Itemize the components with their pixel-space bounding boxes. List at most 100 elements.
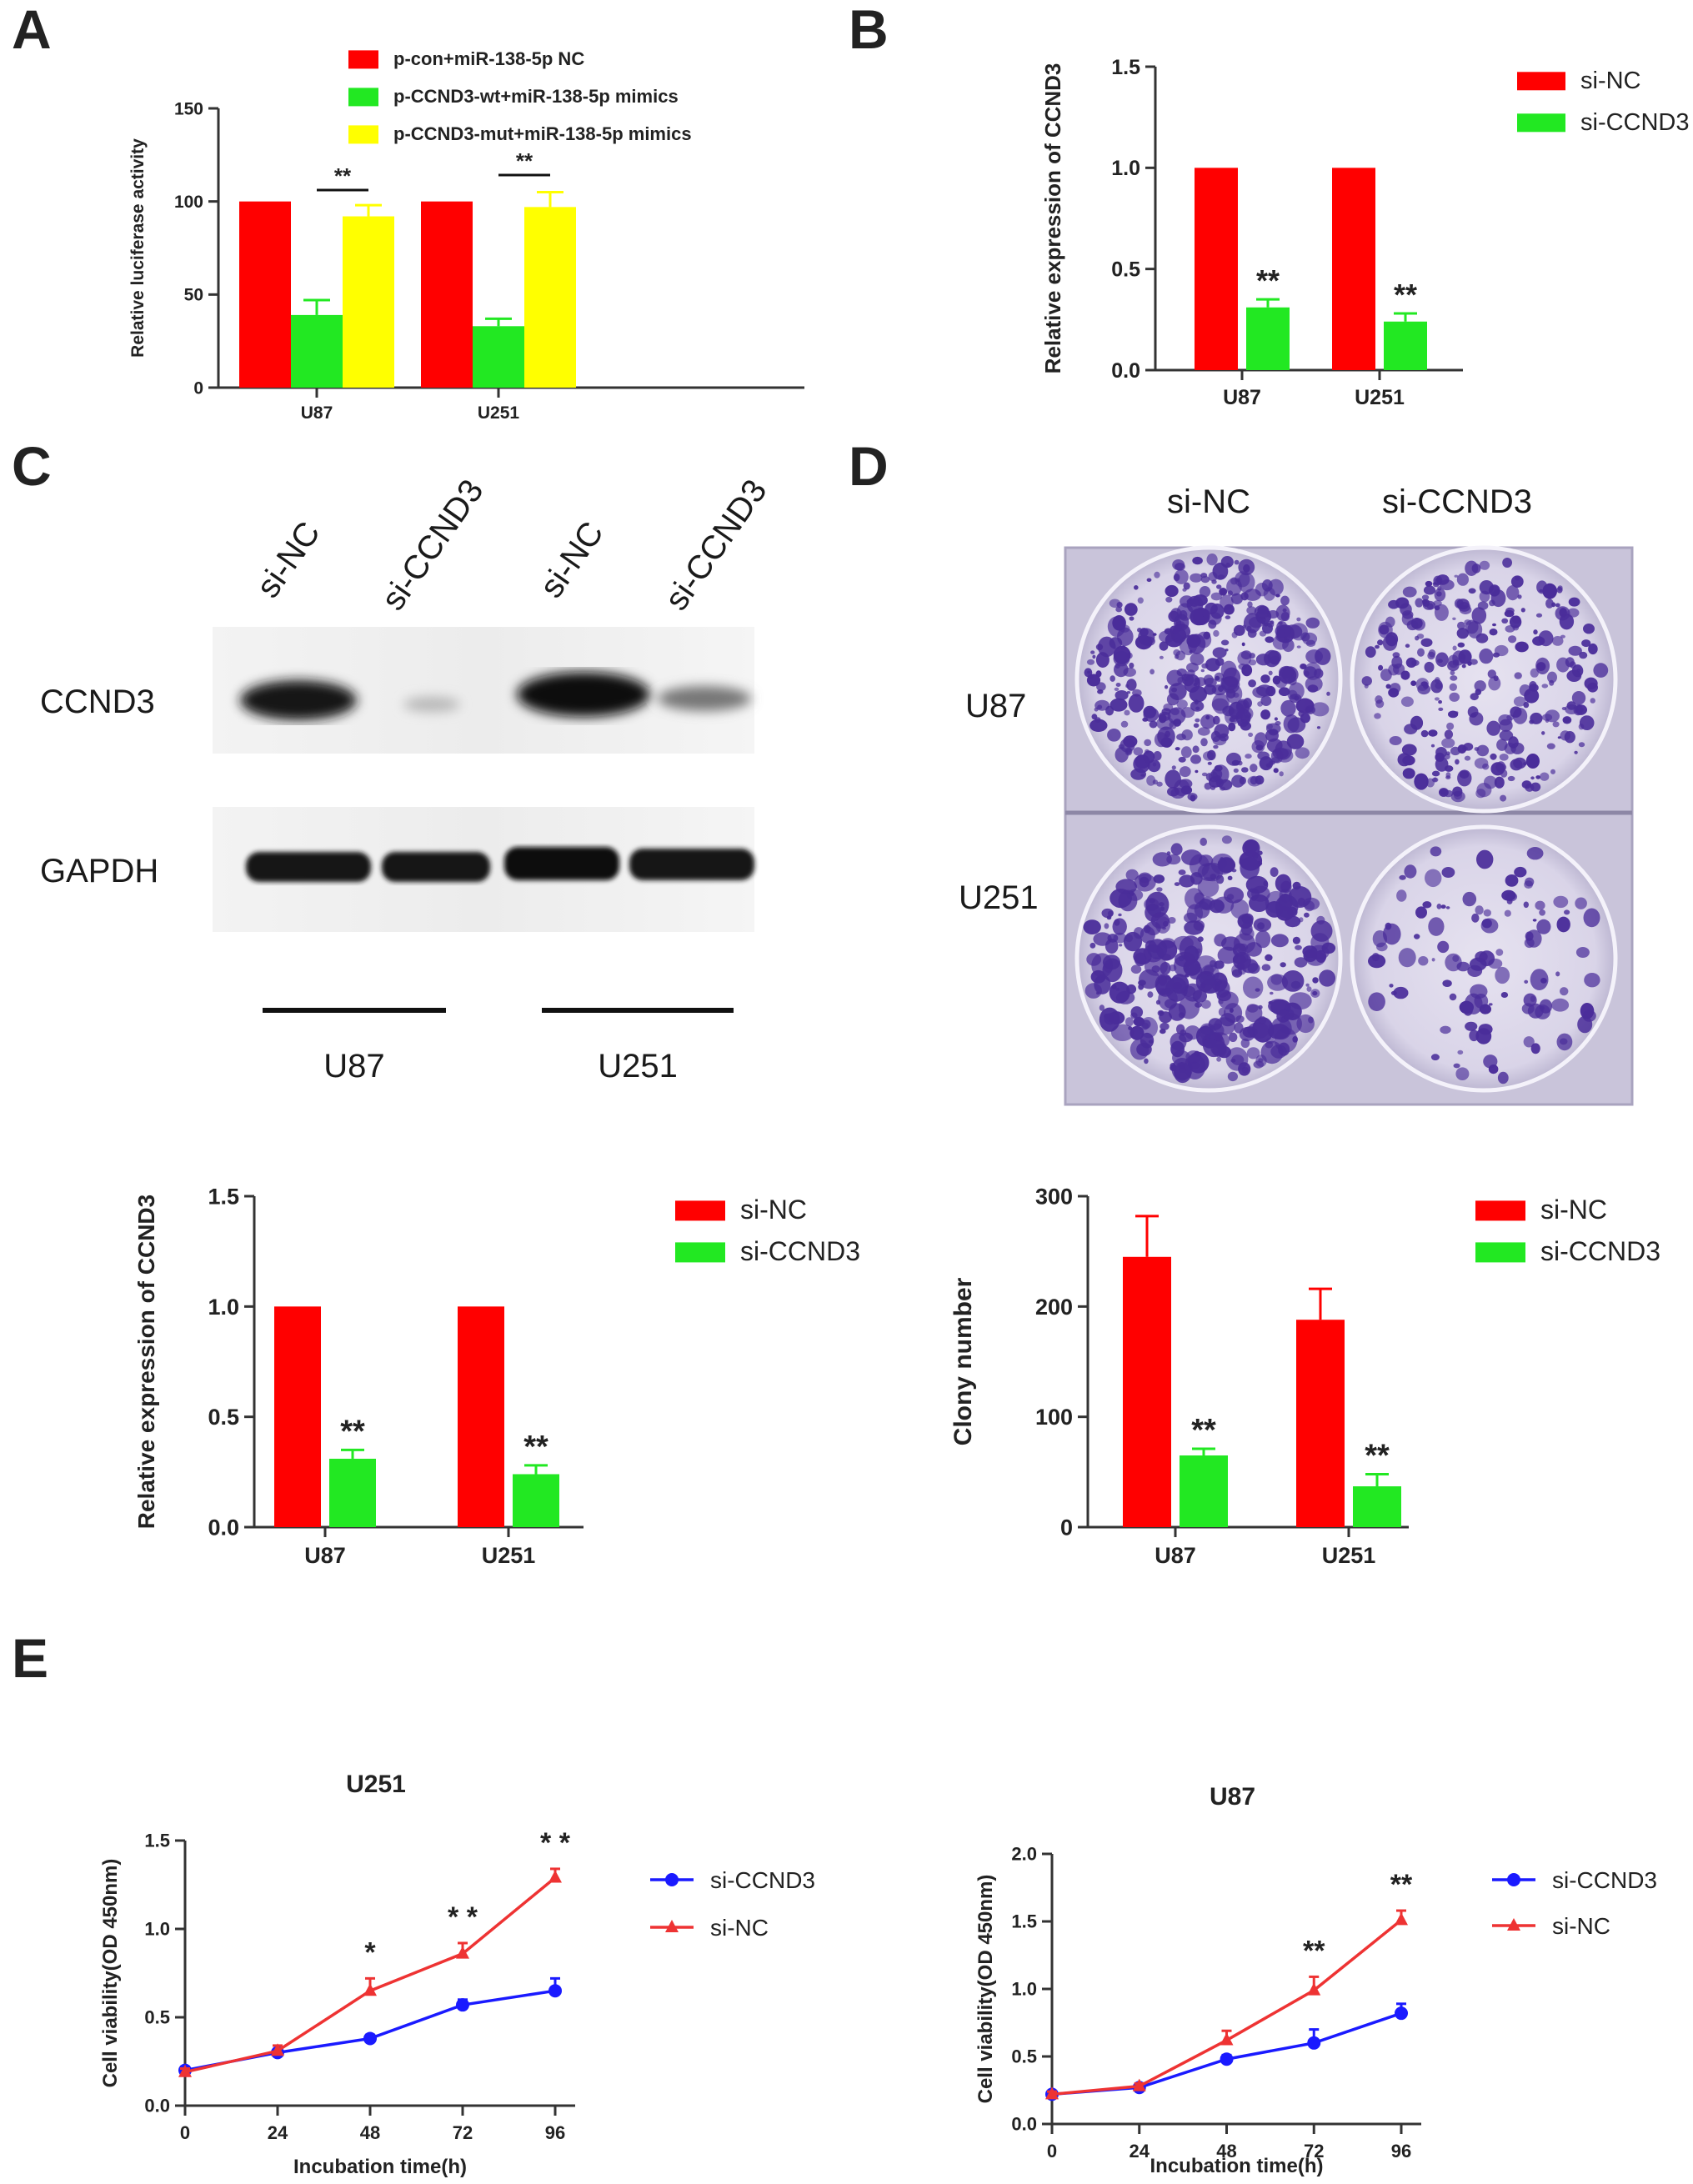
legend-swatch (1517, 113, 1565, 133)
colony (1147, 939, 1168, 959)
colony (1541, 731, 1545, 735)
colony (1536, 919, 1551, 934)
colony (1434, 697, 1440, 701)
colony (1499, 754, 1509, 761)
colony (1152, 852, 1173, 867)
colony (1506, 585, 1520, 601)
colony (1267, 974, 1289, 991)
colony (1556, 657, 1570, 673)
colony (1160, 906, 1165, 911)
colony (1190, 653, 1205, 666)
bar (1195, 168, 1238, 370)
blot-band (504, 847, 619, 880)
colony (1425, 580, 1433, 587)
colony (1425, 778, 1435, 788)
colony (1173, 935, 1194, 951)
colony (1375, 644, 1380, 649)
colony (1299, 917, 1304, 923)
blot-row-label: CCND3 (40, 684, 155, 720)
y-axis-label: Relative luciferase activity (128, 138, 148, 358)
colony (1245, 1004, 1263, 1023)
colony (1522, 780, 1531, 789)
colony (1201, 772, 1208, 777)
legend-label: p-CCND3-mut+miR-138-5p mimics (393, 123, 692, 144)
colony (1304, 912, 1310, 918)
colony (1402, 586, 1417, 598)
colony (1247, 963, 1260, 974)
colony (1559, 614, 1575, 630)
colony (1535, 775, 1541, 779)
colony (1489, 1003, 1493, 1006)
colony (1089, 942, 1096, 949)
colony (1474, 758, 1489, 769)
colony (1508, 635, 1517, 644)
colony (1514, 866, 1527, 878)
colony (1200, 576, 1210, 584)
colony (1225, 615, 1231, 619)
colony (1207, 749, 1216, 761)
colony (1430, 846, 1442, 857)
colony (1312, 990, 1318, 996)
colony (1281, 970, 1305, 992)
colony (1574, 750, 1578, 754)
colony (1471, 607, 1487, 624)
legend-swatch (675, 1200, 725, 1221)
colony (1115, 606, 1123, 613)
colony (1126, 889, 1144, 901)
colony (1257, 701, 1263, 707)
plate-column-label: si-CCND3 (1382, 483, 1532, 520)
colony (1580, 1003, 1595, 1019)
colony (1182, 588, 1187, 592)
colony (1210, 592, 1222, 601)
blot-band (517, 672, 650, 717)
colony (1166, 851, 1171, 856)
colony (1462, 891, 1477, 907)
colony (1154, 571, 1160, 579)
colony (1133, 1016, 1145, 1027)
colony (1533, 629, 1538, 635)
colony (1495, 966, 1510, 984)
colony (1430, 744, 1435, 748)
colony (1156, 781, 1163, 787)
colony (1464, 619, 1472, 625)
y-tick-label: 100 (1035, 1405, 1073, 1430)
colony (1560, 634, 1565, 639)
colony (1123, 931, 1143, 952)
colony (1470, 713, 1477, 718)
colony (1099, 1004, 1105, 1011)
blot-band (403, 697, 460, 712)
colony (1270, 620, 1275, 624)
colony (1546, 743, 1555, 749)
colony (1468, 588, 1476, 594)
x-tick-label: U251 (482, 1543, 536, 1568)
colony (1420, 729, 1429, 738)
colony (1457, 769, 1472, 787)
legend-swatch (1475, 1242, 1525, 1263)
colony (1459, 1000, 1475, 1014)
colony (1278, 687, 1290, 696)
colony (1498, 714, 1512, 726)
significance-mark: ** (334, 163, 352, 188)
colony (1508, 736, 1519, 749)
colony (1404, 864, 1417, 879)
colony (1086, 659, 1095, 665)
colony (1155, 999, 1161, 1005)
colony (1102, 958, 1123, 983)
colony (1144, 739, 1152, 747)
colony (1255, 654, 1271, 666)
colony (1176, 668, 1188, 677)
colony (1222, 667, 1241, 687)
colony-plate: si-NC si-CCND3 U87 U251 (959, 483, 1634, 1106)
colony (1500, 794, 1507, 802)
y-tick-label: 1.5 (1011, 1911, 1037, 1932)
colony (1433, 777, 1437, 782)
colony (1147, 991, 1154, 998)
colony (1187, 634, 1206, 654)
colony (1270, 991, 1274, 995)
colony (1257, 751, 1270, 760)
colony (1160, 1022, 1170, 1030)
colony (1316, 726, 1321, 729)
colony (1583, 908, 1600, 928)
colony (1577, 1015, 1593, 1034)
y-tick-label: 50 (184, 286, 203, 305)
